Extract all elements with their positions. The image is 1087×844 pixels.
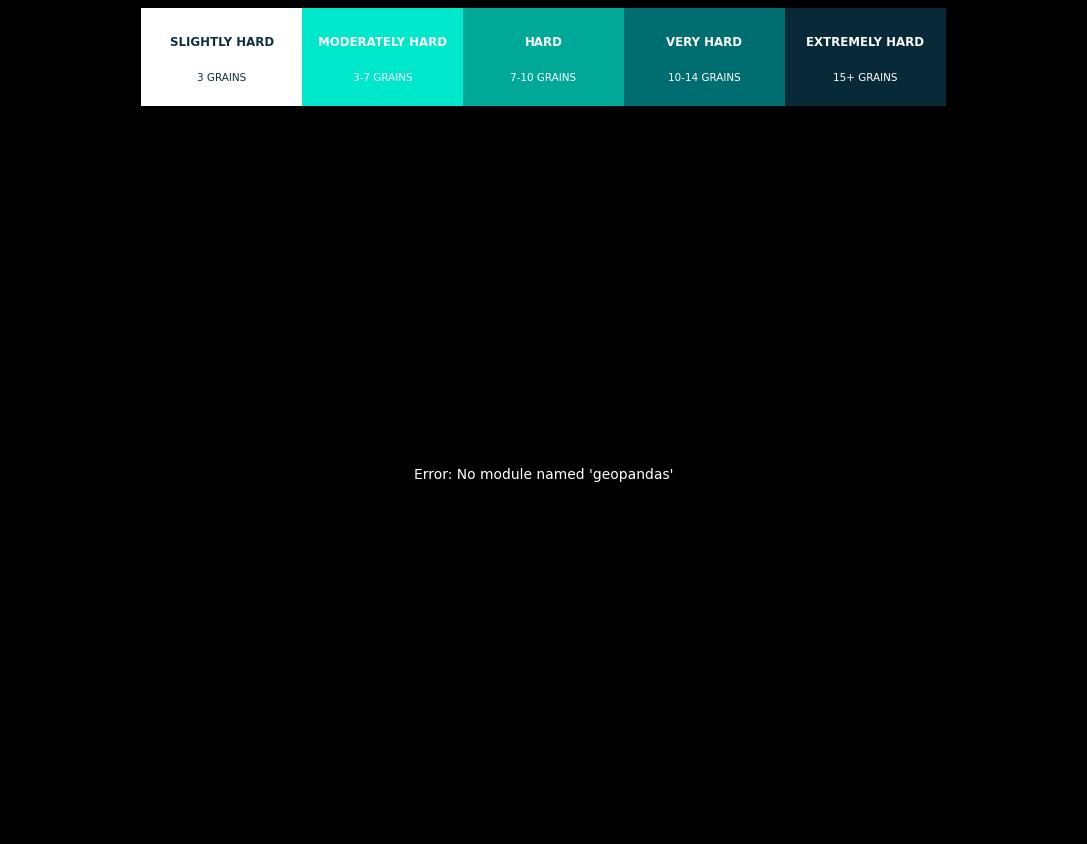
Text: 7-10 GRAINS: 7-10 GRAINS [511,73,576,84]
Text: 15+ GRAINS: 15+ GRAINS [833,73,898,84]
Text: 10-14 GRAINS: 10-14 GRAINS [669,73,740,84]
Text: Error: No module named 'geopandas': Error: No module named 'geopandas' [414,468,673,482]
Text: 3 GRAINS: 3 GRAINS [197,73,247,84]
Text: VERY HARD: VERY HARD [666,36,742,49]
Bar [624,8,785,106]
Bar [785,8,946,106]
Text: EXTREMELY HARD: EXTREMELY HARD [807,36,924,49]
Text: SLIGHTLY HARD: SLIGHTLY HARD [170,36,274,49]
Bar [302,8,463,106]
Bar [141,8,302,106]
Text: HARD: HARD [525,36,562,49]
Text: MODERATELY HARD: MODERATELY HARD [318,36,447,49]
Bar [463,8,624,106]
Text: 3-7 GRAINS: 3-7 GRAINS [353,73,412,84]
